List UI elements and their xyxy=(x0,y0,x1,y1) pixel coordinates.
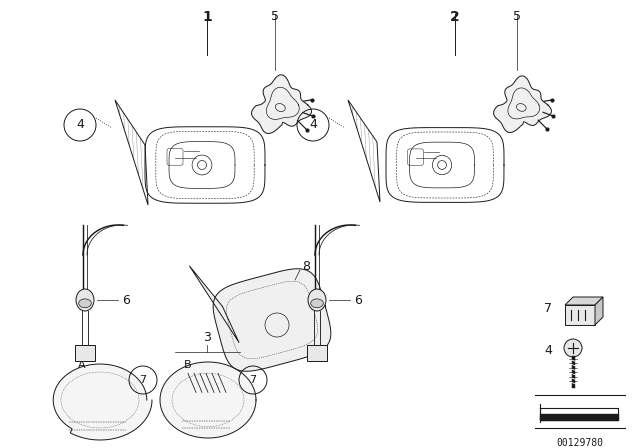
FancyBboxPatch shape xyxy=(75,345,95,361)
Ellipse shape xyxy=(76,289,94,311)
Polygon shape xyxy=(189,266,239,343)
Text: 5: 5 xyxy=(271,10,279,23)
Text: A: A xyxy=(78,360,86,370)
Polygon shape xyxy=(540,414,618,420)
Text: 7: 7 xyxy=(140,375,147,385)
Text: 6: 6 xyxy=(354,293,362,306)
Text: 2: 2 xyxy=(450,10,460,24)
FancyBboxPatch shape xyxy=(307,345,327,361)
Text: 1: 1 xyxy=(202,10,212,24)
Text: 3: 3 xyxy=(203,331,211,344)
Text: 8: 8 xyxy=(302,260,310,273)
Text: 7: 7 xyxy=(544,302,552,314)
Text: B: B xyxy=(184,360,192,370)
Text: 00129780: 00129780 xyxy=(557,438,604,448)
Polygon shape xyxy=(565,297,603,305)
Text: 4: 4 xyxy=(309,119,317,132)
Circle shape xyxy=(564,339,582,357)
Text: 6: 6 xyxy=(122,293,130,306)
Polygon shape xyxy=(252,75,312,134)
Ellipse shape xyxy=(79,299,92,308)
Ellipse shape xyxy=(310,299,323,308)
Text: 5: 5 xyxy=(513,10,521,23)
Bar xyxy=(565,305,595,325)
Text: 4: 4 xyxy=(544,344,552,357)
Polygon shape xyxy=(160,362,256,438)
Text: 4: 4 xyxy=(76,119,84,132)
Text: 7: 7 xyxy=(250,375,257,385)
Polygon shape xyxy=(595,297,603,325)
Polygon shape xyxy=(493,76,552,133)
Ellipse shape xyxy=(308,289,326,311)
Polygon shape xyxy=(213,269,331,371)
Polygon shape xyxy=(53,364,152,440)
